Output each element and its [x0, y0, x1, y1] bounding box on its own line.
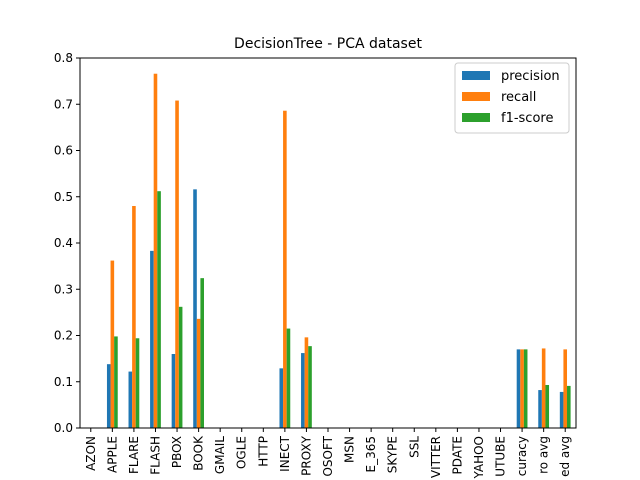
bars-group — [106, 73, 571, 429]
bar-f1-score-20 — [523, 349, 528, 429]
bar-f1-score-3 — [157, 191, 161, 428]
bar-recall-1 — [110, 260, 115, 428]
x-axis: AZON APPLE FLARE FLASH PBOX BOOK GMAIL OGLE HTTP… — [84, 428, 572, 480]
bar-f1-score-22 — [567, 385, 571, 428]
bar-f1-score-9 — [286, 328, 291, 428]
bar-recall-21 — [541, 348, 546, 428]
x-tick-label: GMAIL — [213, 436, 227, 474]
x-tick-label: FLASH — [148, 436, 162, 475]
bar-precision-1 — [106, 364, 111, 428]
x-tick-label: BOOK — [192, 435, 206, 471]
legend: precision recall f1-score — [454, 62, 570, 134]
x-tick-label: MSN — [343, 436, 357, 463]
bar-f1-score-21 — [545, 384, 550, 428]
bar-recall-22 — [563, 349, 568, 429]
legend-label-precision: precision — [501, 69, 560, 84]
y-tick-label: 0.8 — [54, 51, 73, 65]
bar-recall-4 — [175, 100, 179, 429]
legend-swatch-precision — [462, 71, 490, 80]
x-tick-label: ed avg — [558, 436, 572, 477]
x-tick-label: OGLE — [235, 436, 249, 469]
x-tick-label: PROXY — [299, 435, 313, 475]
x-tick-label: FLARE — [127, 436, 141, 474]
bar-f1-score-10 — [308, 346, 312, 428]
bar-recall-3 — [153, 73, 158, 428]
bar-recall-9 — [283, 110, 287, 428]
chart-title: DecisionTree - PCA dataset — [234, 36, 422, 52]
y-tick-label: 0.5 — [54, 190, 73, 204]
bar-precision-5 — [193, 189, 197, 428]
legend-swatch-f1-score — [462, 113, 490, 122]
y-tick-label: 0.3 — [54, 282, 73, 296]
y-tick-label: 0.0 — [54, 421, 73, 435]
x-tick-label: PDATE — [450, 436, 464, 474]
x-tick-label: SKYPE — [386, 436, 400, 473]
x-tick-label: INECT — [278, 435, 292, 471]
bar-precision-4 — [171, 354, 176, 428]
legend-label-f1-score: f1-score — [501, 111, 553, 126]
bar-precision-22 — [559, 391, 564, 428]
bar-f1-score-1 — [114, 336, 118, 428]
y-axis: 0.0 0.1 0.2 0.3 0.4 0.5 0.6 0.7 0.8 — [54, 51, 80, 435]
x-tick-label: SSL — [407, 436, 421, 458]
y-tick-label: 0.4 — [54, 236, 73, 250]
x-tick-label: APPLE — [105, 436, 119, 473]
bar-f1-score-5 — [200, 278, 204, 428]
bar-recall-5 — [196, 318, 201, 428]
bar-f1-score-4 — [178, 306, 183, 428]
x-tick-label: curacy — [515, 436, 529, 476]
x-tick-label: HTTP — [256, 436, 270, 467]
bar-precision-9 — [279, 368, 284, 428]
y-tick-label: 0.2 — [54, 329, 73, 343]
bar-recall-2 — [132, 206, 136, 428]
bar-f1-score-2 — [135, 338, 140, 428]
x-tick-label: ro avg — [537, 436, 551, 474]
bar-precision-20 — [516, 349, 521, 429]
x-tick-label: AZON — [84, 436, 98, 471]
y-tick-label: 0.1 — [54, 375, 73, 389]
bar-precision-3 — [150, 250, 154, 428]
bar-recall-10 — [304, 337, 309, 428]
y-tick-label: 0.7 — [54, 97, 73, 111]
legend-label-recall: recall — [501, 90, 536, 105]
x-tick-label: VITTER — [429, 436, 443, 478]
x-tick-label: OSOFT — [321, 435, 335, 476]
bar-precision-21 — [538, 390, 542, 428]
bar-precision-2 — [128, 371, 133, 428]
bar-recall-20 — [520, 349, 524, 429]
x-tick-label: UTUBE — [494, 436, 508, 477]
x-tick-label: E_365 — [364, 436, 378, 473]
legend-swatch-recall — [462, 92, 490, 101]
y-tick-label: 0.6 — [54, 144, 73, 158]
plot-frame — [79, 57, 577, 429]
bar-precision-10 — [301, 353, 305, 428]
x-tick-label: YAHOO — [472, 436, 486, 480]
x-tick-label: PBOX — [170, 436, 184, 468]
